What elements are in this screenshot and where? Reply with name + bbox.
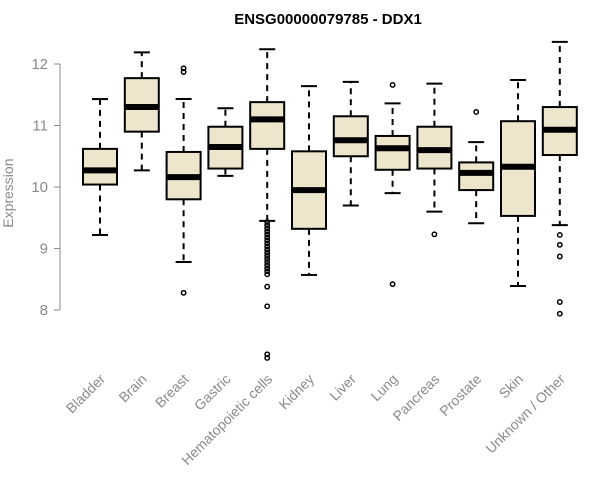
outlier-point (264, 271, 271, 278)
outlier-point (264, 256, 271, 262)
box-kidney (291, 85, 327, 276)
outlier-point (264, 283, 271, 290)
x-tick-label: Prostate (436, 371, 484, 419)
box-iqr (374, 134, 411, 171)
outlier-point (180, 289, 187, 296)
outlier-point (264, 219, 271, 226)
outlier-point (264, 234, 271, 241)
box-pancreas (416, 82, 453, 238)
y-tick-label: 11 (32, 118, 48, 135)
outlier-point (556, 253, 563, 260)
box-unknown-other (541, 40, 578, 317)
outlier-point (556, 232, 563, 238)
box-iqr (332, 115, 369, 158)
y-tick-label: 12 (31, 56, 48, 73)
outlier-point (556, 310, 563, 317)
outlier-point (180, 65, 187, 72)
outlier-point (264, 252, 271, 259)
outlier-point (264, 303, 271, 310)
box-iqr (458, 161, 495, 192)
outlier-point (264, 243, 271, 250)
x-tick-label: Unknown / Other (482, 371, 568, 457)
y-axis-label: Expression (0, 159, 16, 228)
outlier-point (264, 355, 271, 361)
outlier-point (556, 241, 563, 248)
outlier-point (431, 231, 438, 238)
outlier-point (389, 81, 396, 88)
x-tick-label: Breast (152, 371, 192, 411)
outlier-point (264, 259, 271, 265)
box-lung (374, 81, 411, 288)
x-tick-label: Brain (115, 371, 149, 405)
box-skin (500, 78, 536, 288)
boxes-layer (82, 40, 578, 361)
outlier-point (264, 237, 271, 244)
x-tick-label: Lung (367, 371, 400, 404)
box-gastric (207, 107, 244, 177)
x-tick-label: Kidney (276, 371, 318, 413)
outlier-point (264, 240, 271, 247)
box-brain (123, 51, 160, 172)
y-tick-label: 9 (40, 241, 48, 258)
box-breast (165, 65, 202, 296)
outlier-point (264, 225, 271, 232)
outlier-point (473, 109, 480, 115)
box-bladder (82, 98, 118, 236)
x-tick-label: Liver (326, 371, 359, 404)
outlier-point (264, 262, 271, 269)
chart-title: ENSG00000079785 - DDX1 (234, 11, 422, 28)
outlier-point (264, 268, 271, 275)
outlier-point (389, 281, 396, 288)
outlier-point (264, 265, 271, 272)
y-tick-label: 10 (31, 179, 48, 196)
outlier-point (264, 228, 271, 235)
outlier-point (264, 246, 271, 253)
y-tick-label: 8 (40, 302, 48, 319)
box-liver (332, 80, 369, 207)
x-tick-label: Skin (496, 371, 527, 402)
outlier-point (264, 231, 271, 238)
x-tick-label: Bladder (63, 371, 109, 417)
outlier-point (556, 299, 563, 305)
box-hematopoietic-cells (249, 48, 286, 361)
box-iqr (249, 101, 286, 150)
outlier-point (264, 249, 271, 256)
outlier-point (264, 222, 271, 229)
box-prostate (458, 109, 495, 225)
y-axis: 8 9 10 11 12 (31, 56, 61, 319)
box-iqr (82, 147, 118, 186)
